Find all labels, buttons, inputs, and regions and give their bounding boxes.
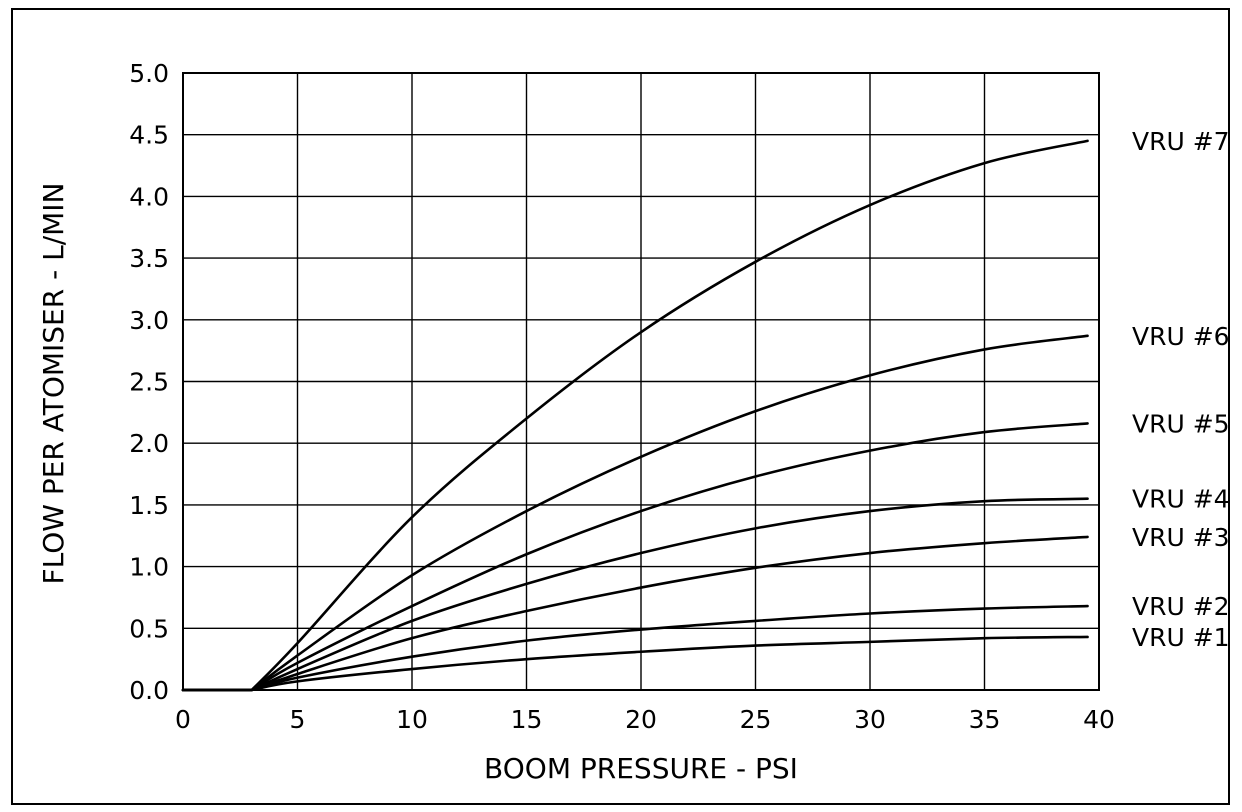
y-tick-label: 2.5: [129, 368, 169, 397]
y-tick-label: 3.5: [129, 244, 169, 273]
series-label-vru-5: VRU #5: [1132, 409, 1228, 438]
x-tick-label: 30: [854, 705, 886, 734]
grid: [182, 72, 1100, 691]
y-tick-label: 4.0: [129, 182, 169, 211]
y-tick-label: 4.5: [129, 121, 169, 150]
x-axis-title: BOOM PRESSURE - PSI: [484, 752, 798, 785]
series-label-vru-1: VRU #1: [1132, 623, 1228, 652]
plot-area-border: [182, 72, 1100, 691]
series-line-vru-6: [181, 334, 1089, 692]
series-lines: [181, 139, 1089, 692]
x-tick-label: 35: [969, 705, 1001, 734]
x-tick-label: 40: [1083, 705, 1115, 734]
x-tick-label: 15: [511, 705, 543, 734]
series-line-vru-4: [181, 497, 1089, 692]
x-tick-label: 5: [290, 705, 306, 734]
series-line-vru-7: [181, 139, 1089, 692]
y-tick-label: 2.0: [129, 429, 169, 458]
series-label-vru-6: VRU #6: [1132, 322, 1228, 351]
x-tick-label: 0: [175, 705, 191, 734]
y-tick-label: 3.0: [129, 306, 169, 335]
y-tick-label: 0.5: [129, 614, 169, 643]
x-tick-label: 25: [740, 705, 772, 734]
x-tick-label: 20: [625, 705, 657, 734]
series-label-vru-4: VRU #4: [1132, 485, 1228, 514]
series-label-vru-3: VRU #3: [1132, 523, 1228, 552]
x-tick-label: 10: [396, 705, 428, 734]
chart-frame: 0 5 10 15 20 25 30 35 40 0.0 0.5 1.0 1.5 2.0 2.5 3.0 3.5…: [11, 8, 1230, 805]
series-line-vru-5: [181, 422, 1089, 692]
y-tick-label: 1.5: [129, 491, 169, 520]
y-axis-title: FLOW PER ATOMISER - L/MIN: [37, 182, 70, 584]
y-tick-label: 1.0: [129, 553, 169, 582]
y-tick-label: 5.0: [129, 59, 169, 88]
series-label-vru-2: VRU #2: [1132, 592, 1228, 621]
y-tick-label: 0.0: [129, 676, 169, 705]
series-line-vru-1: [181, 635, 1089, 692]
series-line-vru-2: [181, 604, 1089, 692]
tick-labels: 0 5 10 15 20 25 30 35 40 0.0 0.5 1.0 1.5 2.0 2.5 3.0 3.5…: [129, 59, 1115, 734]
line-chart: 0 5 10 15 20 25 30 35 40 0.0 0.5 1.0 1.5 2.0 2.5 3.0 3.5…: [37, 59, 1228, 785]
series-label-vru-7: VRU #7: [1132, 127, 1228, 156]
series-line-vru-3: [181, 535, 1089, 692]
